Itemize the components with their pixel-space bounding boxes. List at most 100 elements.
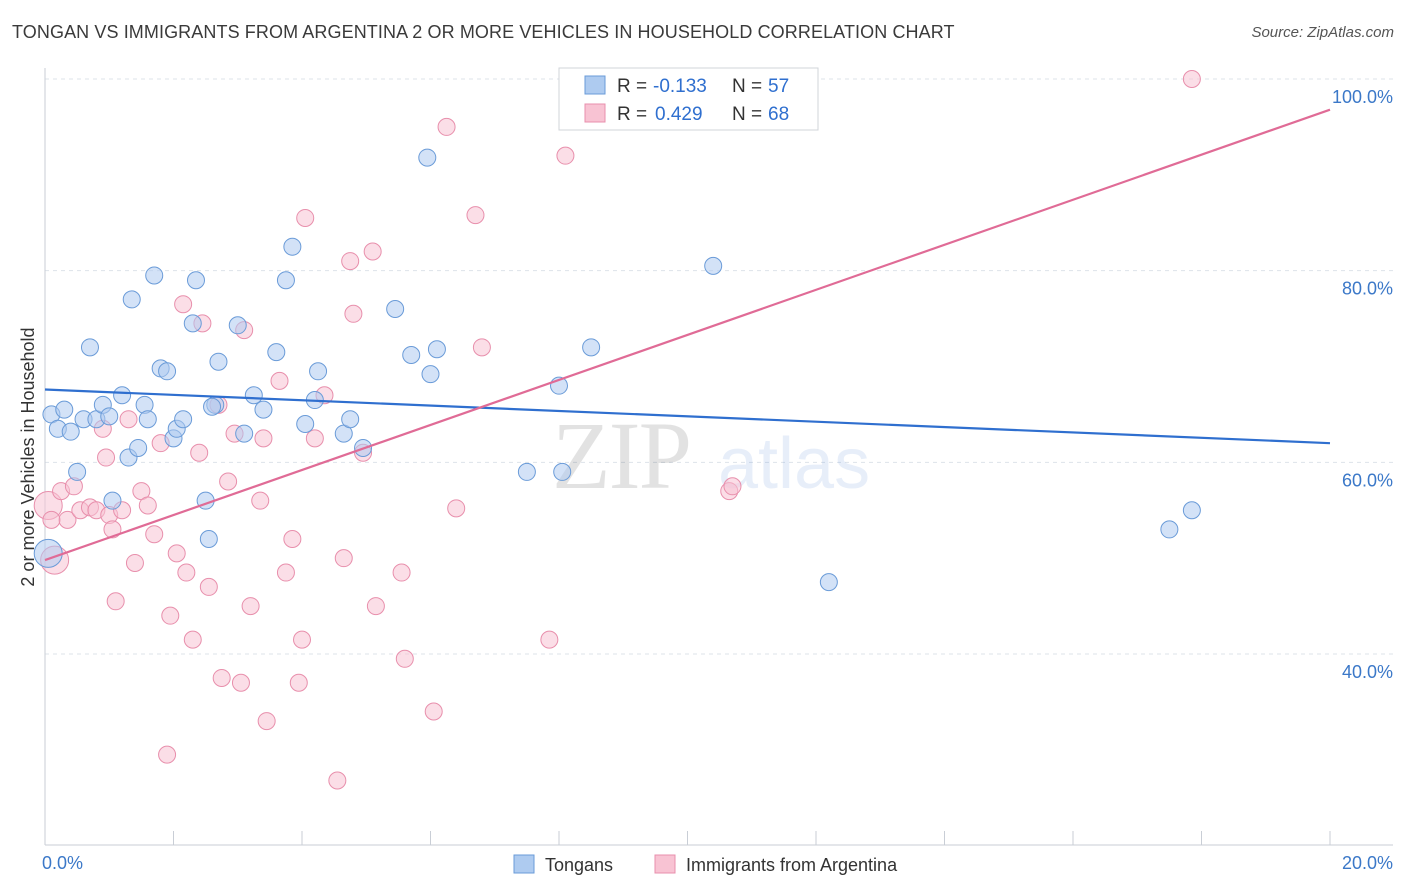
argentina-point: [366, 597, 385, 616]
argentina-point: [119, 410, 138, 429]
argentina-point: [344, 304, 363, 323]
tongan-point: [68, 462, 87, 481]
series-tongans: [33, 148, 1201, 592]
tongan-point: [296, 415, 315, 433]
watermark-atlas: atlas: [718, 424, 870, 504]
argentina-point: [103, 520, 122, 539]
stats-r-label-pink: R =: [617, 104, 647, 125]
tongan-point: [113, 386, 132, 405]
trend-lines: [44, 108, 1331, 562]
tongan-point: [100, 407, 119, 426]
y-tick-label: 40.0%: [1342, 662, 1393, 682]
tongan-point: [341, 410, 360, 429]
argentina-point: [437, 117, 456, 136]
argentina-point: [1182, 70, 1201, 88]
argentina-point: [106, 592, 125, 611]
y-tick-labels: 40.0% 60.0% 80.0% 100.0%: [1332, 87, 1393, 682]
legend-label-tongans: Tongans: [545, 855, 613, 875]
tongan-point: [145, 266, 164, 285]
stats-r-value-blue: -0.133: [653, 76, 707, 97]
argentina-point: [145, 525, 164, 544]
tongan-point: [209, 352, 228, 371]
argentina-point: [305, 429, 324, 448]
tongan-point: [183, 314, 202, 333]
tongan-point: [80, 338, 99, 357]
tongan-point: [283, 237, 302, 256]
y-tick-label: 80.0%: [1342, 279, 1393, 299]
stats-legend-swatch-pink: [584, 103, 606, 123]
argentina-point: [183, 630, 202, 649]
tongan-point: [235, 424, 254, 443]
argentina-point: [251, 491, 270, 510]
argentina-point: [293, 630, 311, 649]
tongan-point: [228, 316, 247, 335]
tongan-point: [129, 438, 148, 457]
argentina-point: [167, 544, 186, 563]
tongan-point: [55, 400, 74, 419]
y-axis-title: 2 or more Vehicles in Household: [18, 327, 38, 586]
argentina-point: [556, 146, 575, 165]
tongan-point: [427, 340, 446, 359]
argentina-point: [334, 549, 353, 568]
argentina-point: [199, 577, 218, 596]
argentina-point: [283, 530, 302, 548]
chart-title: TONGAN VS IMMIGRANTS FROM ARGENTINA 2 OR…: [12, 22, 955, 42]
argentina-point: [296, 208, 315, 227]
argentina-point: [395, 649, 414, 668]
argentina-point: [125, 553, 144, 572]
argentina-point: [241, 597, 260, 616]
argentina-point: [328, 771, 347, 790]
argentina-point: [219, 472, 238, 491]
tongan-point: [386, 300, 405, 318]
argentina-point: [424, 702, 443, 721]
stats-r-value-pink: 0.429: [655, 104, 703, 125]
tongan-point: [1160, 520, 1179, 539]
tongan-point: [309, 362, 328, 381]
source-credit: Source: ZipAtlas.com: [1251, 24, 1394, 41]
x-tick-label: 0.0%: [42, 853, 83, 873]
tongan-point: [402, 346, 421, 364]
x-tick-marks: [44, 831, 1331, 845]
argentina-point: [254, 429, 273, 448]
tongan-point: [244, 386, 263, 405]
legend-swatch-argentina: [654, 854, 676, 874]
argentina-point: [723, 477, 742, 496]
tongan-point: [103, 491, 122, 510]
argentina-point: [161, 606, 180, 625]
argentina-point: [540, 630, 559, 649]
argentina-point: [158, 745, 177, 764]
stats-n-label-pink: N =: [732, 104, 762, 125]
tongan-point: [186, 271, 205, 290]
tongan-point: [418, 148, 437, 167]
argentina-point: [42, 510, 61, 529]
tongan-point: [819, 573, 838, 592]
argentina-point: [138, 496, 157, 515]
argentina-point: [231, 673, 250, 692]
argentina-point: [341, 252, 360, 271]
tongan-point: [421, 365, 440, 384]
axes: [44, 68, 1393, 846]
legend-swatch-tongans: [513, 854, 535, 874]
stats-legend: R = -0.133 N = 57 R = 0.429 N = 68: [558, 67, 819, 131]
y-tick-label: 60.0%: [1342, 470, 1393, 490]
argentina-trend-line: [44, 108, 1331, 562]
tongan-point: [158, 362, 177, 381]
argentina-point: [212, 668, 231, 687]
argentina-point: [190, 443, 209, 462]
tongan-point: [267, 343, 286, 362]
argentina-point: [276, 563, 295, 582]
bottom-legend: Tongans Immigrants from Argentina: [513, 854, 898, 875]
tongan-point: [199, 530, 218, 548]
tongan-point: [254, 400, 273, 419]
stats-legend-swatch-blue: [584, 75, 606, 95]
argentina-point: [177, 563, 196, 582]
stats-n-value-pink: 68: [768, 104, 789, 125]
tongan-trend-line: [44, 388, 1331, 445]
x-tick-label: 20.0%: [1342, 853, 1393, 873]
stats-n-value-blue: 57: [768, 76, 789, 97]
tongan-point: [553, 462, 572, 481]
gridlines: [45, 78, 1393, 655]
tongan-point: [174, 410, 193, 429]
y-tick-label: 100.0%: [1332, 87, 1393, 107]
